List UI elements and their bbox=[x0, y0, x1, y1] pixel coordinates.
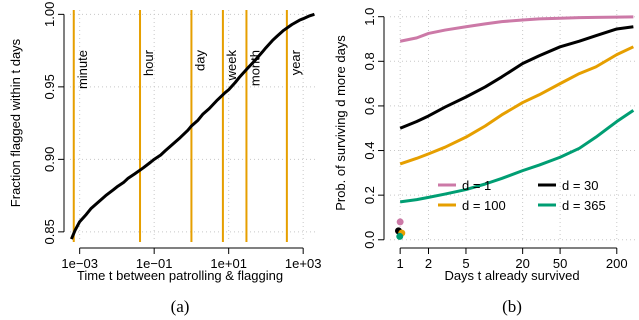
panel-b-ylabel: Prob. of surviving d more days bbox=[333, 35, 348, 211]
x-tick-label: 1e−01 bbox=[136, 256, 173, 271]
series-line bbox=[70, 12, 315, 240]
y-tick-label: 0.0 bbox=[362, 231, 377, 249]
x-tick-label: 2 bbox=[425, 256, 432, 271]
series-line bbox=[399, 109, 635, 204]
y-tick-label: 1.0 bbox=[362, 8, 377, 26]
y-tick-label: 1.00 bbox=[42, 2, 57, 27]
reference-label: hour bbox=[141, 49, 156, 76]
reference-label: month bbox=[247, 50, 262, 86]
x-tick-label: 1 bbox=[397, 256, 404, 271]
legend-label: d = 30 bbox=[562, 178, 599, 193]
legend-label: d = 365 bbox=[562, 198, 606, 213]
panel-b-caption: (b) bbox=[502, 297, 522, 316]
panel-a-ylabel: Fraction flagged within t days bbox=[8, 38, 23, 207]
reference-label: minute bbox=[75, 50, 90, 89]
reference-label: year bbox=[288, 49, 303, 75]
x-tick-label: 200 bbox=[606, 256, 628, 271]
y-tick-label: 0.95 bbox=[42, 74, 57, 99]
legend-label: d = 100 bbox=[462, 198, 506, 213]
series-line bbox=[399, 15, 634, 43]
x-tick-label: 20 bbox=[515, 256, 529, 271]
series-line bbox=[399, 25, 634, 130]
y-tick-label: 0.6 bbox=[362, 97, 377, 115]
x-tick-label: 1e+03 bbox=[285, 256, 322, 271]
panel-b: 1 2 5 20 50 200 0.0 0.2 0.4 0.6 0.8 1.0 d = 1 d = 30 d… bbox=[362, 8, 636, 271]
panel-a-xlabel: Time t between patrolling & flagging bbox=[77, 268, 283, 283]
series-point bbox=[396, 218, 404, 226]
y-tick-label: 0.85 bbox=[42, 219, 57, 244]
panel-a-caption: (a) bbox=[171, 297, 190, 316]
y-tick-label: 0.2 bbox=[362, 186, 377, 204]
y-tick-label: 0.8 bbox=[362, 52, 377, 70]
y-tick-label: 0.4 bbox=[362, 141, 377, 159]
x-tick-label: 50 bbox=[553, 256, 567, 271]
panel-a: minute hour day week month year 1e−03 1e−01 1e+0… bbox=[42, 2, 321, 271]
x-tick-label: 1e+01 bbox=[210, 256, 247, 271]
x-tick-label: 1e−03 bbox=[61, 256, 98, 271]
series-point bbox=[396, 232, 404, 240]
x-tick-label: 5 bbox=[462, 256, 469, 271]
series-line bbox=[399, 45, 634, 166]
legend-label: d = 1 bbox=[462, 178, 491, 193]
reference-label: day bbox=[192, 50, 207, 71]
reference-label: week bbox=[224, 50, 239, 82]
y-tick-label: 0.90 bbox=[42, 147, 57, 172]
panel-b-xlabel: Days t already survived bbox=[444, 268, 579, 283]
